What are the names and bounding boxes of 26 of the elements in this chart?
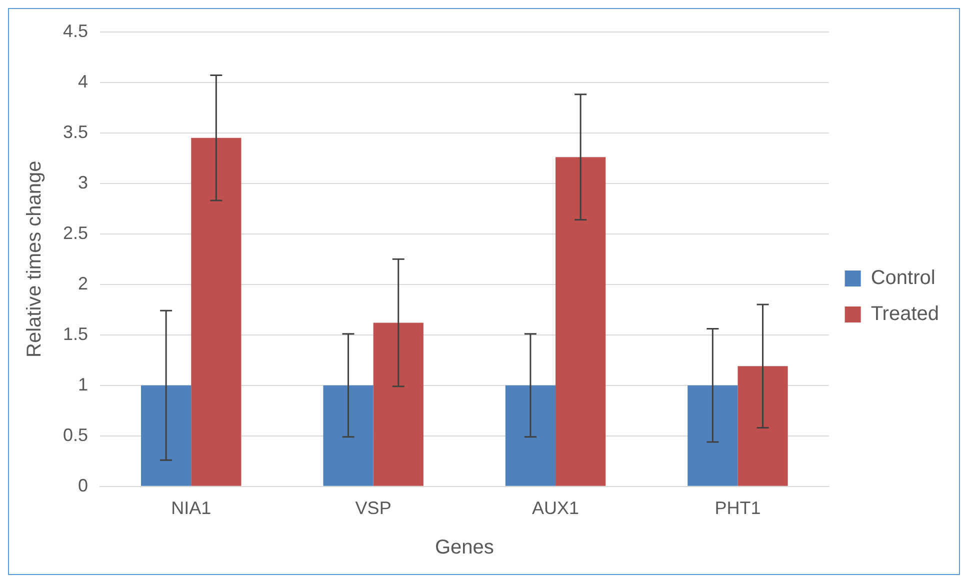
y-axis-title: Relative times change: [24, 160, 46, 358]
x-tick-label: AUX1: [532, 498, 580, 518]
y-tick-label: 0.5: [62, 424, 88, 445]
y-tick-label: 4.5: [62, 20, 88, 41]
legend-label: Control: [870, 267, 936, 290]
legend-label: Treated: [870, 303, 940, 326]
x-tick-label: PHT1: [714, 498, 761, 518]
x-tick-label: NIA1: [171, 498, 212, 518]
x-axis-title: Genes: [434, 536, 494, 559]
y-tick-label: 1.5: [62, 324, 88, 344]
y-tick-label: 2.5: [62, 222, 88, 243]
x-tick-label: VSP: [355, 498, 392, 518]
bar: [556, 157, 606, 486]
bar: [688, 385, 738, 486]
y-tick-label: 3.5: [62, 122, 88, 142]
bar: [738, 366, 788, 486]
y-tick-label: 2: [78, 273, 88, 294]
bar: [373, 322, 424, 486]
y-tick-label: 1: [78, 374, 88, 394]
bar: [141, 385, 192, 486]
bar: [323, 385, 374, 486]
bar: [191, 138, 242, 486]
y-tick-label: 0: [78, 475, 88, 496]
y-tick-label: 3: [78, 172, 88, 192]
bar: [505, 385, 556, 486]
y-tick-label: 4: [78, 71, 88, 92]
